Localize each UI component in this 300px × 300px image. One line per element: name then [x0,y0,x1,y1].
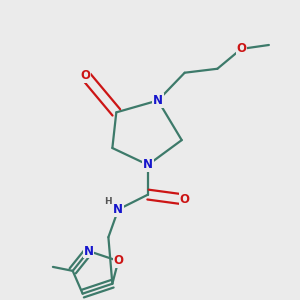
Text: H: H [105,197,112,206]
Text: O: O [236,42,246,56]
Text: O: O [81,69,91,82]
Text: N: N [113,203,123,216]
Text: N: N [143,158,153,171]
Text: O: O [113,254,123,268]
Text: N: N [153,94,163,107]
Text: N: N [84,244,94,258]
Text: O: O [180,193,190,206]
